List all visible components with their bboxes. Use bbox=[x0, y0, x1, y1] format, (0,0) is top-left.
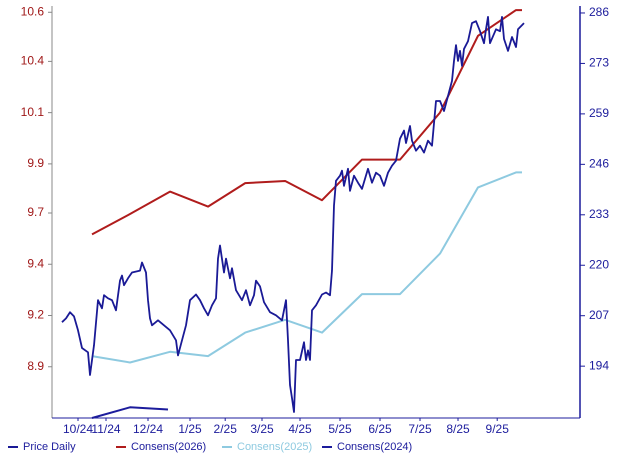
legend-label: Consens(2026) bbox=[131, 441, 206, 453]
y-tick-label: 9.9 bbox=[27, 156, 44, 170]
y2-tick-label: 273 bbox=[589, 56, 609, 70]
y-tick-label: 10.1 bbox=[21, 105, 45, 119]
x-tick-label: 4/25 bbox=[288, 422, 312, 436]
y2-tick-label: 246 bbox=[589, 157, 609, 171]
x-tick-label: 9/25 bbox=[486, 422, 510, 436]
legend-label: Price Daily bbox=[23, 441, 76, 453]
x-tick-label: 7/25 bbox=[408, 422, 432, 436]
x-tick-label: 1/25 bbox=[178, 422, 202, 436]
y2-tick-label: 286 bbox=[589, 5, 609, 19]
y2-tick-label: 220 bbox=[589, 257, 609, 271]
series-line bbox=[91, 171, 522, 364]
y-tick-label: 9.2 bbox=[27, 308, 44, 322]
x-tick-label: 8/25 bbox=[446, 422, 470, 436]
x-tick-label: 6/25 bbox=[368, 422, 392, 436]
x-tick-label: 5/25 bbox=[328, 422, 352, 436]
x-tick-label: 2/25 bbox=[214, 422, 238, 436]
y2-tick-label: 207 bbox=[589, 308, 609, 322]
y-tick-label: 9.4 bbox=[27, 256, 44, 270]
y-tick-label: 8.9 bbox=[27, 359, 44, 373]
y-tick-label: 10.6 bbox=[21, 4, 45, 18]
y-tick-label: 10.4 bbox=[21, 54, 45, 68]
y2-tick-label: 194 bbox=[589, 358, 609, 372]
legend-label: Consens(2024) bbox=[337, 441, 412, 453]
y2-tick-label: 259 bbox=[589, 106, 609, 120]
series-line bbox=[91, 406, 169, 419]
x-tick-label: 3/25 bbox=[250, 422, 274, 436]
y2-tick-label: 233 bbox=[589, 207, 609, 221]
x-tick-label: 11/24 bbox=[91, 422, 120, 436]
series-line bbox=[61, 15, 525, 413]
series-line bbox=[91, 9, 522, 236]
legend-label: Consens(2025) bbox=[237, 441, 312, 453]
x-tick-label: 12/24 bbox=[133, 422, 163, 436]
x-tick-label: 10/24 bbox=[63, 422, 93, 436]
y-tick-label: 9.7 bbox=[27, 205, 44, 219]
